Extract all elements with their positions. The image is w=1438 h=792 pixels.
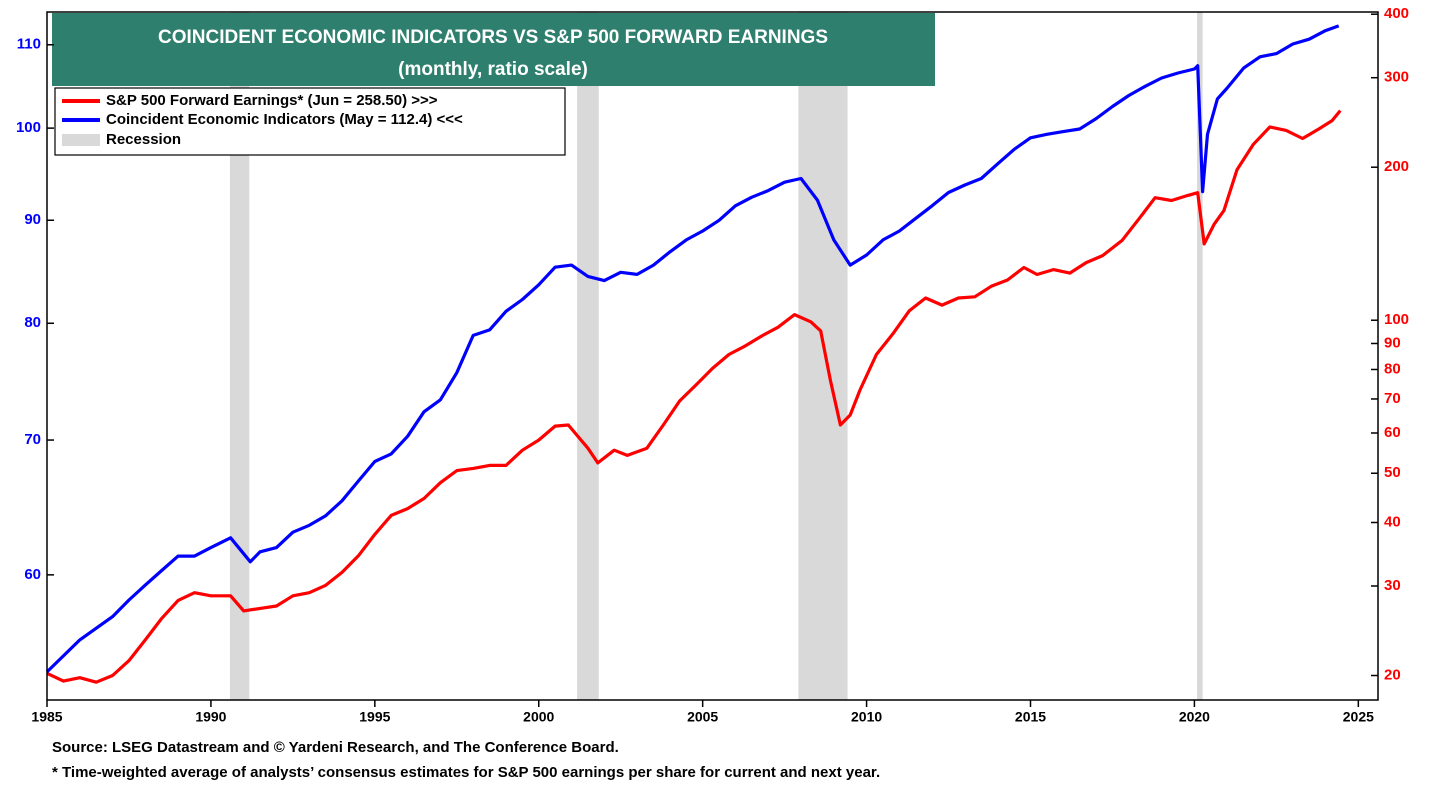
y2-tick-label: 70 [1384, 390, 1401, 407]
x-tick-label: 2025 [1343, 709, 1374, 725]
x-tick-label: 1985 [31, 709, 62, 725]
y2-tick-label: 40 [1384, 513, 1401, 530]
y2-tick-label: 400 [1384, 5, 1409, 22]
x-tick-label: 1990 [195, 709, 226, 725]
x-tick-label: 2010 [851, 709, 882, 725]
y-tick-label: 60 [24, 566, 41, 583]
y-tick-label: 100 [16, 119, 41, 136]
x-tick-label: 2005 [687, 709, 718, 725]
y2-tick-label: 30 [1384, 577, 1401, 594]
x-tick-label: 1995 [359, 709, 390, 725]
chart-subtitle: (monthly, ratio scale) [398, 59, 588, 80]
y2-tick-label: 60 [1384, 424, 1401, 441]
legend-label: S&P 500 Forward Earnings* (Jun = 258.50)… [106, 92, 438, 109]
y-tick-label: 80 [24, 314, 41, 331]
legend-label: Recession [106, 131, 181, 148]
x-tick-label: 2020 [1179, 709, 1210, 725]
y2-tick-label: 20 [1384, 666, 1401, 683]
series-line [45, 24, 1340, 674]
y2-tick-label: 300 [1384, 69, 1409, 86]
y2-tick-label: 200 [1384, 158, 1409, 175]
recessions [229, 12, 1203, 700]
footnote: * Time-weighted average of analysts’ con… [52, 764, 880, 781]
plot-frame [46, 11, 1379, 701]
legend-label: Coincident Economic Indicators (May = 11… [106, 111, 463, 128]
x-tick-label: 2000 [523, 709, 554, 725]
y-tick-label: 90 [24, 211, 41, 228]
title-box [52, 13, 935, 86]
recession-band [229, 12, 250, 700]
recession-band [577, 12, 599, 700]
plot [45, 24, 1342, 684]
chart-title: COINCIDENT ECONOMIC INDICATORS VS S&P 50… [158, 27, 828, 48]
recession-band [798, 12, 848, 700]
x-tick-label: 2015 [1015, 709, 1046, 725]
y-tick-label: 110 [17, 36, 41, 53]
y-tick-label: 70 [24, 431, 41, 448]
series-line [46, 109, 1342, 684]
recession-band [1197, 12, 1203, 700]
legend-swatch [62, 134, 100, 146]
y2-tick-label: 50 [1384, 464, 1401, 481]
y2-tick-label: 90 [1384, 334, 1401, 351]
y2-tick-label: 100 [1384, 311, 1409, 328]
legend [54, 87, 566, 156]
source-note: Source: LSEG Datastream and © Yardeni Re… [52, 739, 619, 756]
y2-tick-label: 80 [1384, 360, 1401, 377]
